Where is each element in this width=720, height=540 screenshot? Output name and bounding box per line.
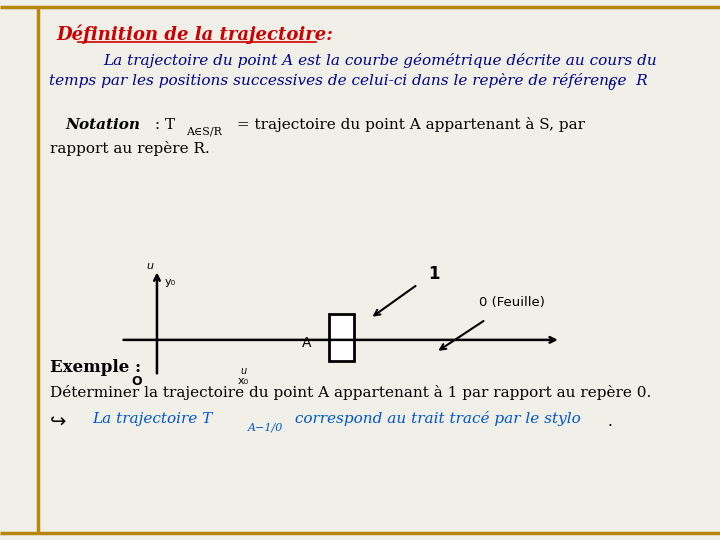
Text: y₀: y₀ [165, 277, 176, 287]
Text: A−1/0: A−1/0 [248, 422, 284, 432]
Text: : T: : T [150, 118, 175, 132]
Text: 0: 0 [608, 79, 616, 92]
Text: Définition de la trajectoire:: Définition de la trajectoire: [57, 24, 333, 44]
Text: .: . [607, 414, 612, 429]
Text: La trajectoire du point A est la courbe géométrique décrite au cours du: La trajectoire du point A est la courbe … [103, 53, 657, 69]
Text: Notation: Notation [65, 118, 140, 132]
Text: .: . [617, 74, 622, 88]
Text: A∈S/R: A∈S/R [186, 126, 222, 136]
Text: correspond au trait tracé par le stylo: correspond au trait tracé par le stylo [290, 411, 581, 427]
Text: O: O [131, 375, 142, 388]
Text: Déterminer la trajectoire du point A appartenant à 1 par rapport au repère 0.: Déterminer la trajectoire du point A app… [50, 386, 652, 401]
Text: Exemple :: Exemple : [50, 359, 141, 375]
Text: A: A [302, 336, 311, 350]
Text: temps par les positions successives de celui-ci dans le repère de référence  R: temps par les positions successives de c… [49, 73, 647, 89]
Text: u: u [240, 366, 246, 376]
Text: u: u [147, 261, 153, 271]
Text: La trajectoire T: La trajectoire T [92, 412, 212, 426]
Text: = trajectoire du point A appartenant à S, par: = trajectoire du point A appartenant à S… [232, 118, 585, 132]
Bar [329, 314, 354, 361]
Text: 0 (Feuille): 0 (Feuille) [479, 296, 545, 309]
Text: x₀: x₀ [238, 376, 248, 386]
Text: rapport au repère R.: rapport au repère R. [50, 140, 210, 156]
Text: 1: 1 [428, 265, 439, 283]
Text: ↪: ↪ [50, 411, 66, 430]
